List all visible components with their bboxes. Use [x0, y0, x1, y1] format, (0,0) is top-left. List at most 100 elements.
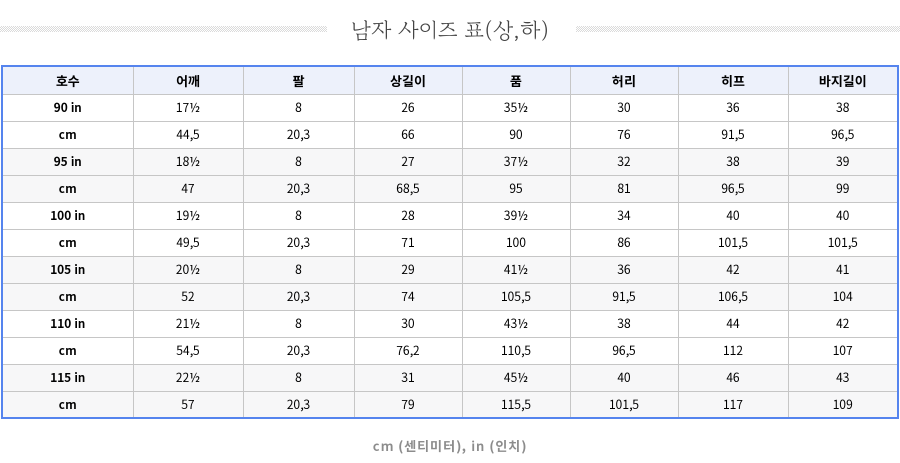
size-value: 8: [242, 255, 355, 284]
title-decoration-left: [0, 26, 327, 32]
size-value: 79: [353, 390, 463, 419]
size-value: 30: [353, 309, 463, 338]
size-value: 38: [569, 309, 679, 338]
size-value: 38: [677, 147, 789, 176]
size-value: 20,3: [242, 282, 355, 311]
size-value: 32: [569, 147, 679, 176]
size-value: 21½: [132, 309, 244, 338]
size-value: 30: [569, 93, 679, 122]
size-value: 101,5: [787, 228, 899, 257]
column-header: 히프: [677, 65, 789, 95]
size-value: 101,5: [677, 228, 789, 257]
size-value: 81: [569, 174, 679, 203]
column-header: 바지길이: [787, 65, 899, 95]
size-value: 39: [787, 147, 899, 176]
size-value: 17½: [132, 93, 244, 122]
size-value: 35½: [461, 93, 571, 122]
table-row: 100 in 19½ 8 28 39½ 34 40 40: [1, 201, 899, 230]
size-value: 37½: [461, 147, 571, 176]
table-body: 90 in 17½ 8 26 35½ 30 36 38 cm 44,5 20,3…: [1, 93, 899, 419]
size-value: 20,3: [242, 336, 355, 365]
size-value: 49,5: [132, 228, 244, 257]
mens-size-table: 호수 어깨 팔 상길이 품 허리 히프 바지길이 90 in 17½ 8 26 …: [1, 65, 899, 419]
size-value: 74: [353, 282, 463, 311]
size-value: 76,2: [353, 336, 463, 365]
table-row: 110 in 21½ 8 30 43½ 38 44 42: [1, 309, 899, 338]
size-value: 117: [677, 390, 789, 419]
row-label: 95 in: [1, 147, 134, 176]
size-value: 106,5: [677, 282, 789, 311]
size-value: 8: [242, 363, 355, 392]
column-header: 허리: [569, 65, 679, 95]
row-label: cm: [1, 336, 134, 365]
column-header: 상길이: [353, 65, 463, 95]
size-value: 91,5: [569, 282, 679, 311]
row-label: cm: [1, 390, 134, 419]
size-value: 20,3: [242, 390, 355, 419]
table-row: cm 44,5 20,3 66 90 76 91,5 96,5: [1, 120, 899, 149]
row-label: cm: [1, 120, 134, 149]
size-value: 112: [677, 336, 789, 365]
size-value: 57: [132, 390, 244, 419]
size-value: 95: [461, 174, 571, 203]
page-title: 남자 사이즈 표(상,하): [350, 14, 550, 46]
size-value: 20,3: [242, 228, 355, 257]
row-label: cm: [1, 228, 134, 257]
size-value: 52: [132, 282, 244, 311]
column-header: 팔: [242, 65, 355, 95]
size-value: 54,5: [132, 336, 244, 365]
size-value: 96,5: [569, 336, 679, 365]
size-value: 96,5: [677, 174, 789, 203]
size-value: 110,5: [461, 336, 571, 365]
size-value: 47: [132, 174, 244, 203]
size-value: 104: [787, 282, 899, 311]
size-value: 34: [569, 201, 679, 230]
size-value: 40: [677, 201, 789, 230]
table-row: cm 49,5 20,3 71 100 86 101,5 101,5: [1, 228, 899, 257]
size-value: 44,5: [132, 120, 244, 149]
size-value: 109: [787, 390, 899, 419]
size-value: 40: [569, 363, 679, 392]
row-label: 115 in: [1, 363, 134, 392]
size-value: 107: [787, 336, 899, 365]
size-value: 71: [353, 228, 463, 257]
size-value: 20,3: [242, 174, 355, 203]
size-value: 19½: [132, 201, 244, 230]
size-value: 105,5: [461, 282, 571, 311]
size-value: 8: [242, 93, 355, 122]
size-value: 27: [353, 147, 463, 176]
size-value: 43½: [461, 309, 571, 338]
size-value: 42: [787, 309, 899, 338]
table-row: cm 52 20,3 74 105,5 91,5 106,5 104: [1, 282, 899, 311]
size-value: 28: [353, 201, 463, 230]
size-value: 8: [242, 309, 355, 338]
title-decoration-right: [576, 26, 900, 32]
size-value: 42: [677, 255, 789, 284]
size-value: 41: [787, 255, 899, 284]
table-row: cm 47 20,3 68,5 95 81 96,5 99: [1, 174, 899, 203]
size-value: 115,5: [461, 390, 571, 419]
column-header: 호수: [1, 65, 134, 95]
column-header: 어깨: [132, 65, 244, 95]
row-label: cm: [1, 174, 134, 203]
size-value: 39½: [461, 201, 571, 230]
row-label: 105 in: [1, 255, 134, 284]
size-value: 45½: [461, 363, 571, 392]
table-row: cm 57 20,3 79 115,5 101,5 117 109: [1, 390, 899, 419]
size-value: 68,5: [353, 174, 463, 203]
size-value: 31: [353, 363, 463, 392]
table-row: 95 in 18½ 8 27 37½ 32 38 39: [1, 147, 899, 176]
size-value: 8: [242, 147, 355, 176]
size-value: 76: [569, 120, 679, 149]
size-value: 43: [787, 363, 899, 392]
unit-footnote: cm (센티미터), in (인치): [372, 436, 528, 455]
row-label: 100 in: [1, 201, 134, 230]
column-header: 품: [461, 65, 571, 95]
row-label: cm: [1, 282, 134, 311]
size-value: 86: [569, 228, 679, 257]
size-value: 22½: [132, 363, 244, 392]
size-value: 20,3: [242, 120, 355, 149]
size-value: 20½: [132, 255, 244, 284]
size-value: 66: [353, 120, 463, 149]
